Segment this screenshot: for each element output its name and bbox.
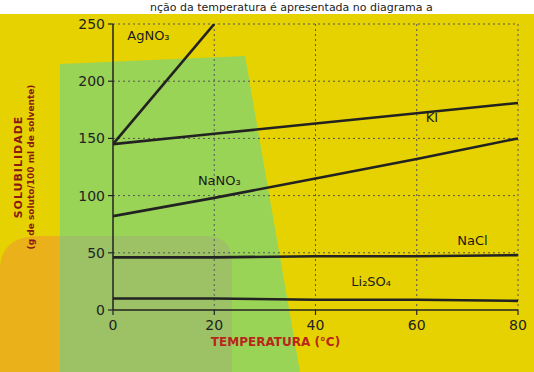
chart-svg: nção da temperatura é apresentada no dia… bbox=[0, 0, 534, 372]
y-tick bbox=[108, 138, 113, 139]
x-tick bbox=[416, 310, 417, 315]
series-line bbox=[113, 255, 518, 257]
series-line bbox=[113, 299, 518, 301]
x-tick-label: 40 bbox=[307, 317, 325, 333]
series-line bbox=[113, 103, 518, 144]
background bbox=[0, 0, 534, 372]
grid-line-x bbox=[416, 24, 417, 310]
x-tick-label: 60 bbox=[408, 317, 426, 333]
x-tick bbox=[315, 310, 316, 315]
series-label: NaCl bbox=[457, 233, 487, 248]
grid-line-y bbox=[113, 252, 518, 253]
grid-line-y bbox=[113, 195, 518, 196]
series-line bbox=[113, 138, 518, 216]
y-tick bbox=[108, 309, 113, 310]
y-tick-label: 100 bbox=[78, 188, 105, 204]
y-axis bbox=[112, 24, 114, 310]
series-label: NaNO₃ bbox=[198, 173, 241, 188]
chart-container: nção da temperatura é apresentada no dia… bbox=[0, 0, 534, 372]
y-tick-label: 250 bbox=[78, 16, 105, 32]
y-tick-label: 50 bbox=[87, 245, 105, 261]
x-tick-label: 20 bbox=[205, 317, 223, 333]
grid-line-x bbox=[214, 24, 215, 310]
overlay-shape bbox=[60, 56, 300, 372]
y-axis-label: SOLUBILIDADE bbox=[12, 116, 25, 219]
y-axis-sublabel: (g de soluto/100 ml de solvente) bbox=[26, 85, 36, 250]
page-strip bbox=[0, 0, 534, 14]
series-label: AgNO₃ bbox=[127, 28, 169, 43]
y-tick bbox=[108, 195, 113, 196]
y-tick bbox=[108, 252, 113, 253]
series-label: KI bbox=[426, 110, 438, 125]
x-tick bbox=[517, 310, 518, 315]
grid-line-y bbox=[113, 24, 518, 25]
series-line bbox=[113, 24, 214, 144]
x-tick-label: 80 bbox=[509, 317, 527, 333]
y-tick bbox=[108, 81, 113, 82]
grid-line-x bbox=[518, 24, 519, 310]
series-label: Li₂SO₄ bbox=[351, 274, 391, 289]
y-tick bbox=[108, 23, 113, 24]
x-tick bbox=[214, 310, 215, 315]
series-group bbox=[113, 24, 518, 301]
y-tick-label: 0 bbox=[96, 302, 105, 318]
y-tick-label: 200 bbox=[78, 73, 105, 89]
grid-line-y bbox=[113, 81, 518, 82]
grid-line-x bbox=[315, 24, 316, 310]
title: nção da temperatura é apresentada no dia… bbox=[150, 1, 433, 14]
x-axis-label: TEMPERATURA (°C) bbox=[211, 335, 340, 349]
x-tick-label: 0 bbox=[109, 317, 118, 333]
x-tick bbox=[112, 310, 113, 315]
y-tick-label: 150 bbox=[78, 130, 105, 146]
